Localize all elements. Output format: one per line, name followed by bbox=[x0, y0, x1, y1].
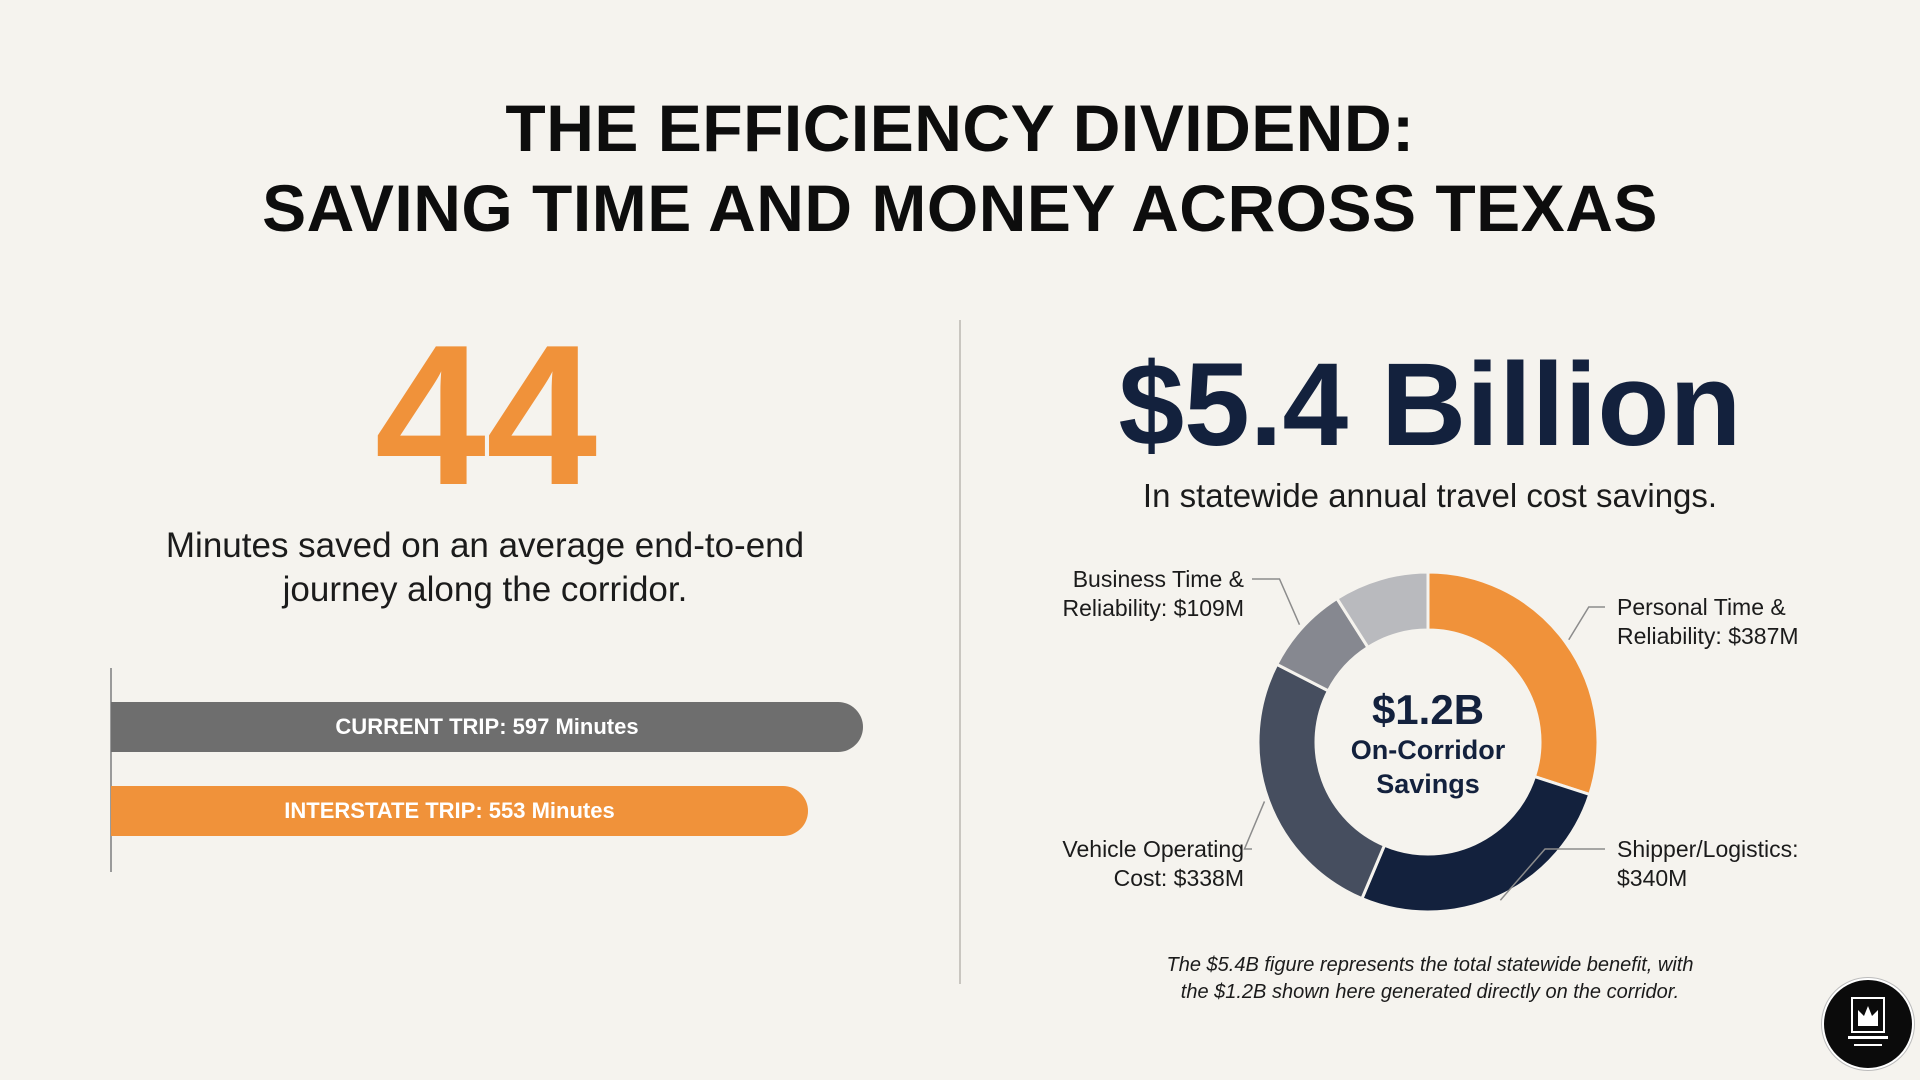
minutes-description-line-2: journey along the corridor. bbox=[282, 570, 688, 609]
minutes-saved-number: 44 bbox=[374, 304, 598, 527]
current-trip-bar: CURRENT TRIP: 597 Minutes bbox=[111, 702, 863, 752]
minutes-saved-description: Minutes saved on an average end-to-end j… bbox=[130, 524, 840, 612]
slice-label-business-time-line-1: Business Time & bbox=[1072, 566, 1244, 592]
statewide-savings-amount: $5.4 Billion bbox=[1118, 339, 1742, 471]
donut-center-label: On-Corridor Savings bbox=[1318, 733, 1538, 801]
slice-label-shipper-logistics-line-2: $340M bbox=[1617, 865, 1688, 891]
slice-label-vehicle-operating: Vehicle Operating Cost: $338M bbox=[984, 835, 1244, 893]
slice-label-personal-time-line-1: Personal Time & bbox=[1617, 594, 1786, 620]
leader-line-business-time bbox=[1252, 578, 1301, 625]
donut-center-label-line-1: On-Corridor bbox=[1350, 735, 1506, 765]
donut-center-label-line-2: Savings bbox=[1376, 769, 1480, 799]
minutes-description-line-1: Minutes saved on an average end-to-end bbox=[165, 526, 805, 565]
slice-label-business-time-line-2: Reliability: $109M bbox=[1062, 595, 1244, 621]
bar-chart-axis bbox=[110, 668, 112, 872]
section-divider bbox=[959, 320, 961, 984]
interstate-trip-bar: INTERSTATE TRIP: 553 Minutes bbox=[111, 786, 808, 836]
donut-slice-personal-time bbox=[1426, 570, 1600, 797]
leader-line-personal-time bbox=[1568, 606, 1605, 641]
crown-icon bbox=[1848, 997, 1888, 1046]
slice-label-vehicle-operating-line-1: Vehicle Operating bbox=[1062, 836, 1244, 862]
interstate-trip-label: INTERSTATE TRIP: 553 Minutes bbox=[284, 798, 615, 823]
title-line-1: THE EFFICIENCY DIVIDEND: bbox=[505, 91, 1415, 165]
slice-label-business-time: Business Time & Reliability: $109M bbox=[984, 565, 1244, 623]
donut-center-value: $1.2B bbox=[1371, 686, 1485, 733]
leader-line-vehicle-operating bbox=[1243, 801, 1266, 850]
donut-slice-vehicle-operating bbox=[1256, 662, 1387, 901]
footnote-line-2: the $1.2B shown here generated directly … bbox=[1180, 981, 1680, 1003]
statewide-savings-subtitle: In statewide annual travel cost savings. bbox=[1142, 477, 1718, 514]
slice-label-vehicle-operating-line-2: Cost: $338M bbox=[1113, 865, 1244, 891]
slice-label-personal-time: Personal Time & Reliability: $387M bbox=[1617, 593, 1877, 651]
slice-label-shipper-logistics: Shipper/Logistics: $340M bbox=[1617, 835, 1877, 893]
title-line-2: SAVING TIME AND MONEY ACROSS TEXAS bbox=[262, 171, 1658, 245]
current-trip-label: CURRENT TRIP: 597 Minutes bbox=[335, 714, 639, 739]
slice-label-shipper-logistics-line-1: Shipper/Logistics: bbox=[1617, 836, 1799, 862]
slice-label-personal-time-line-2: Reliability: $387M bbox=[1617, 623, 1799, 649]
footnote-line-1: The $5.4B figure represents the total st… bbox=[1166, 954, 1694, 976]
page-title: THE EFFICIENCY DIVIDEND: SAVING TIME AND… bbox=[0, 88, 1920, 248]
donut-slice-remainder bbox=[1334, 570, 1430, 650]
brand-logo bbox=[1822, 978, 1914, 1070]
footnote: The $5.4B figure represents the total st… bbox=[1080, 952, 1780, 1006]
leader-line-shipper-logistics bbox=[1499, 848, 1605, 901]
